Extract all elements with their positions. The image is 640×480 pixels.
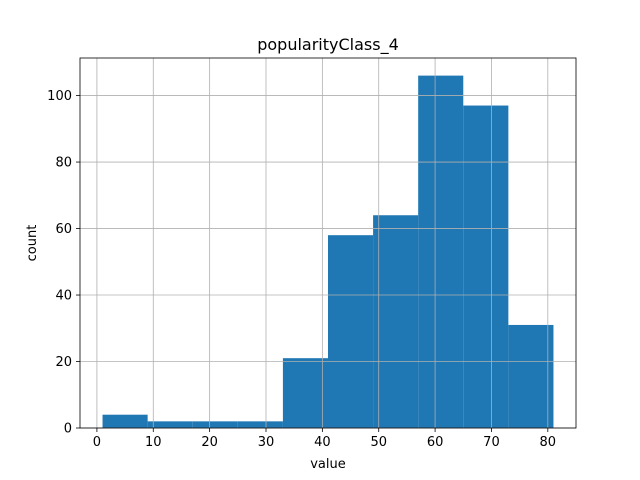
grid-lines — [80, 58, 576, 429]
histogram-bar-9 — [508, 324, 554, 428]
histogram-bar-8 — [463, 105, 509, 429]
y-tick-label-2: 40 — [55, 289, 72, 304]
y-axis-label: count — [25, 225, 40, 262]
x-tick-label-6: 60 — [427, 435, 444, 450]
y-tick-label-1: 20 — [55, 355, 72, 370]
x-axis-label: value — [310, 457, 346, 472]
x-tick-label-1: 10 — [145, 435, 162, 450]
histogram-bar-7 — [418, 75, 464, 428]
y-tick-label-4: 80 — [55, 156, 72, 171]
histogram-bar-5 — [328, 235, 374, 428]
x-tick-label-4: 40 — [314, 435, 331, 450]
x-tick-label-0: 0 — [93, 435, 101, 450]
histogram-bar-2 — [192, 421, 238, 428]
plot-frame — [79, 57, 577, 429]
x-tick-label-7: 70 — [483, 435, 500, 450]
x-tick-label-2: 20 — [201, 435, 218, 450]
histogram-bar-6 — [373, 215, 419, 428]
histogram-bar-1 — [147, 421, 193, 428]
x-tick-label-8: 80 — [540, 435, 557, 450]
chart-title: popularityClass_4 — [257, 35, 399, 55]
histogram-bar-4 — [282, 358, 328, 428]
x-tick-label-3: 30 — [258, 435, 275, 450]
y-tick-label-0: 0 — [64, 422, 72, 437]
y-tick-label-3: 60 — [55, 222, 72, 237]
y-tick-label-5: 100 — [47, 89, 72, 104]
histogram-bar-0 — [102, 414, 148, 428]
axis-ticks: 0 10 20 30 40 50 60 70 80 0 20 40 60 80 100 — [47, 89, 556, 450]
histogram-bars — [102, 75, 554, 429]
histogram-bar-3 — [237, 421, 283, 428]
x-tick-label-5: 50 — [370, 435, 387, 450]
